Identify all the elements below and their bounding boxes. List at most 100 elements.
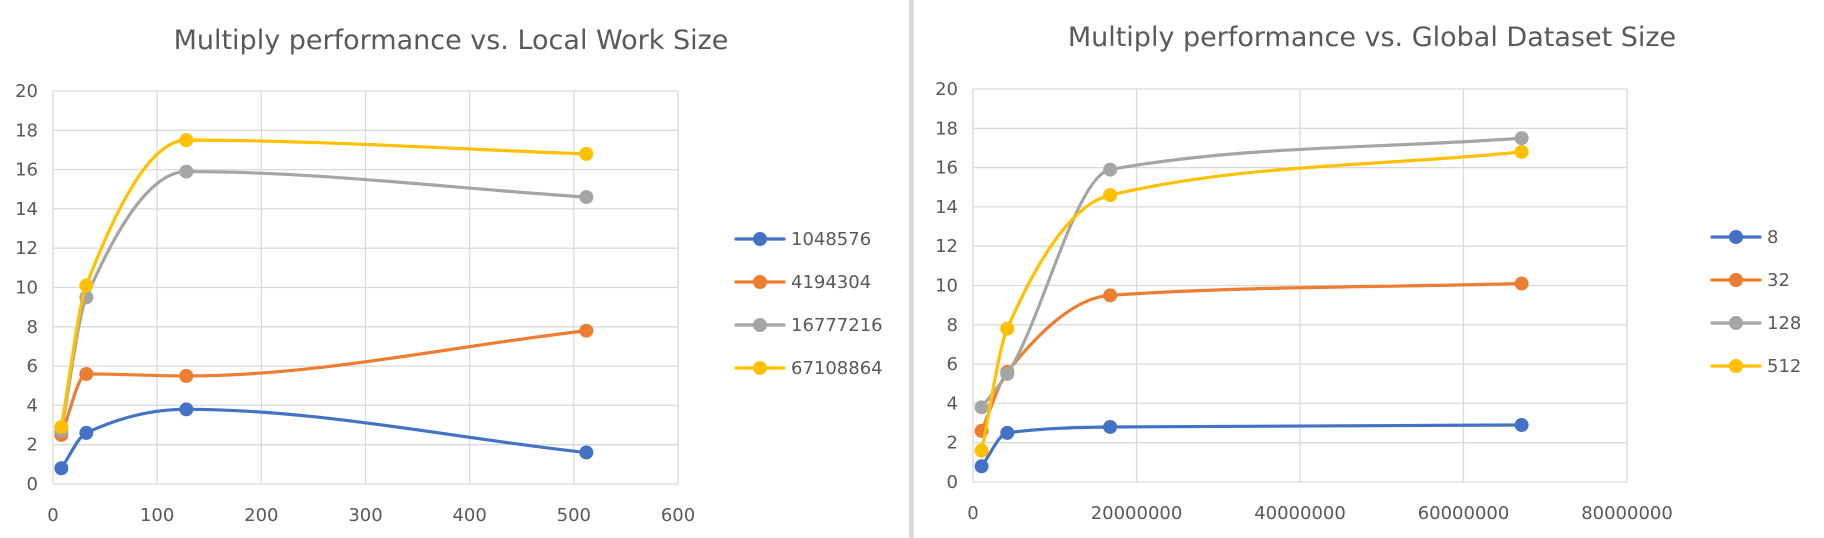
legend-swatch-marker	[753, 361, 767, 375]
legend-swatch-marker	[753, 275, 767, 289]
series-line	[59, 138, 588, 429]
legend-label: 67108864	[791, 358, 883, 379]
y-tick-label: 6	[947, 354, 958, 375]
y-tick-label: 2	[947, 433, 958, 454]
y-tick-label: 20	[15, 81, 38, 102]
data-point	[974, 400, 989, 415]
gridlines	[52, 90, 679, 485]
y-tick-label: 0	[947, 472, 958, 493]
legend-item: 8	[1710, 227, 1778, 248]
legend-item: 67108864	[734, 358, 883, 379]
panel-divider	[909, 0, 914, 538]
y-tick-label: 18	[15, 120, 38, 141]
legend-item: 32	[1710, 270, 1790, 291]
data-point	[1103, 419, 1118, 434]
data-point	[579, 146, 594, 161]
legend-label: 4194304	[791, 272, 871, 293]
y-tick-label: 6	[27, 356, 38, 377]
legend-swatch-marker	[753, 232, 767, 246]
data-point	[1103, 162, 1118, 177]
x-tick-label: 80000000	[1581, 503, 1673, 524]
legend-item: 4194304	[734, 272, 871, 293]
data-point	[1000, 321, 1015, 336]
y-tick-label: 14	[15, 199, 38, 220]
y-tick-label: 12	[15, 238, 38, 259]
x-tick-label: 60000000	[1418, 503, 1510, 524]
y-tick-label: 10	[935, 276, 958, 297]
series-line	[979, 150, 1524, 453]
series-512	[974, 144, 1529, 458]
y-tick-label: 10	[15, 278, 38, 299]
y-tick-label: 2	[27, 435, 38, 456]
data-point	[179, 368, 194, 383]
legend-label: 512	[1767, 356, 1801, 377]
legend: 1048576 4194304 16777216 67108864	[734, 229, 883, 379]
y-tick-label: 16	[935, 158, 958, 179]
plot-area	[974, 131, 1529, 474]
chart-title: Multiply performance vs. Global Dataset …	[1068, 22, 1676, 53]
plot-area	[54, 133, 594, 476]
data-point	[179, 402, 194, 417]
legend-swatch-marker	[1729, 316, 1743, 330]
legend-item: 128	[1710, 313, 1801, 334]
legend-swatch-marker	[1729, 273, 1743, 287]
y-tick-label: 8	[27, 317, 38, 338]
y-tick-label: 12	[935, 236, 958, 257]
y-tick-label: 14	[935, 197, 958, 218]
data-point	[1514, 131, 1529, 146]
legend-label: 128	[1767, 313, 1801, 334]
legend-item: 16777216	[734, 315, 883, 336]
legend-swatch-marker	[753, 318, 767, 332]
y-tick-label: 0	[27, 474, 38, 495]
data-point	[1103, 188, 1118, 203]
legend-label: 1048576	[791, 229, 871, 250]
legend-label: 32	[1767, 270, 1790, 291]
y-tick-label: 8	[947, 315, 958, 336]
data-point	[1514, 144, 1529, 159]
x-tick-label: 500	[557, 505, 591, 526]
y-tick-label: 4	[27, 395, 38, 416]
data-point	[79, 278, 94, 293]
x-tick-label: 600	[661, 505, 695, 526]
legend-label: 16777216	[791, 315, 883, 336]
x-tick-label: 100	[140, 505, 174, 526]
legend-item: 1048576	[734, 229, 871, 250]
x-tick-label: 200	[244, 505, 278, 526]
data-point	[79, 366, 94, 381]
series-1048576	[54, 402, 594, 476]
chart-local-work-size: Multiply performance vs. Local Work Size…	[15, 25, 883, 526]
axis-ticks: 0 2 4 6 8 10 12 14 16 18 20 0 20000000 40000000 600000…	[935, 79, 1673, 524]
legend: 8 32 128 512	[1710, 227, 1801, 377]
data-point	[1000, 366, 1015, 381]
x-tick-label: 0	[967, 503, 978, 524]
series-128	[974, 131, 1529, 415]
legend-label: 8	[1767, 227, 1778, 248]
data-point	[179, 133, 194, 148]
data-point	[79, 425, 94, 440]
legend-item: 512	[1710, 356, 1801, 377]
data-point	[1514, 276, 1529, 291]
x-tick-label: 300	[348, 505, 382, 526]
x-tick-label: 40000000	[1254, 503, 1346, 524]
legend-swatch-marker	[1729, 359, 1743, 373]
y-tick-label: 16	[15, 160, 38, 181]
data-point	[54, 461, 69, 476]
data-point	[54, 420, 69, 435]
x-tick-label: 20000000	[1091, 503, 1183, 524]
data-point	[579, 445, 594, 460]
series-8	[974, 418, 1529, 474]
y-tick-label: 18	[935, 118, 958, 139]
data-point	[974, 459, 989, 474]
x-tick-label: 400	[452, 505, 486, 526]
data-point	[579, 190, 594, 205]
data-point	[1514, 418, 1529, 433]
x-tick-label: 0	[47, 505, 58, 526]
data-point	[179, 164, 194, 179]
y-tick-label: 20	[935, 79, 958, 100]
data-point	[1103, 288, 1118, 303]
data-point	[579, 323, 594, 338]
series-67108864	[54, 133, 594, 435]
data-point	[974, 443, 989, 458]
